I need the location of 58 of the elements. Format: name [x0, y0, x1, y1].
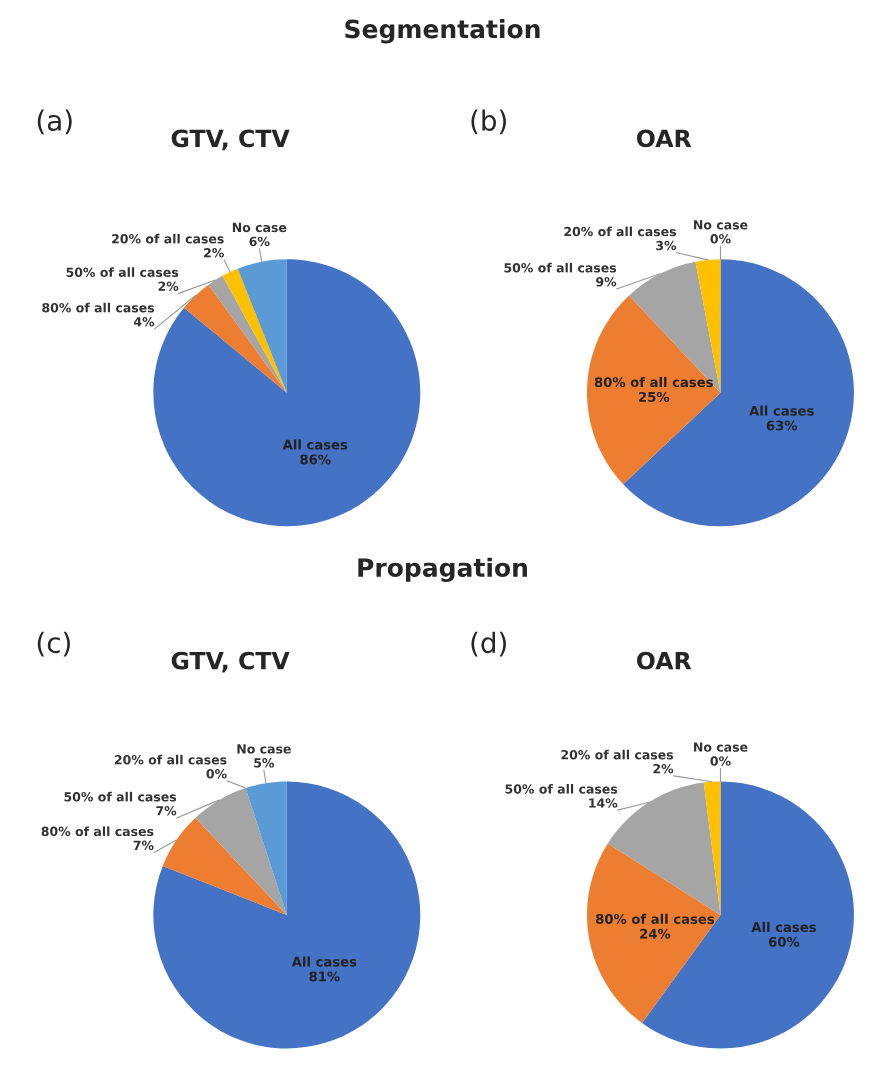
chart-title: GTV, CTV	[171, 651, 290, 673]
data-label: 81%	[309, 971, 340, 982]
data-label: 14%	[589, 798, 618, 808]
slice-label: All cases	[291, 956, 357, 967]
pie-slice	[587, 843, 721, 1023]
data-label: 24%	[640, 928, 671, 939]
slice-label: All cases	[282, 439, 348, 450]
data-label: 5%	[254, 758, 275, 768]
data-label: 2%	[653, 763, 674, 774]
chart-title: OAR	[636, 651, 692, 670]
pie-slice	[222, 268, 287, 393]
text: (b)	[471, 109, 506, 135]
slice-label: 50% of all cases	[505, 784, 618, 794]
slice-label: 80% of all cases	[594, 376, 713, 388]
data-label: 6%	[249, 236, 270, 247]
data-label: 2%	[204, 248, 224, 258]
data-label: 3%	[656, 240, 677, 251]
slice-label: 50% of all cases	[64, 791, 177, 802]
data-label: 9%	[596, 277, 617, 287]
data-label: 25%	[639, 391, 670, 402]
pie-slice	[237, 259, 287, 393]
text: Propagation	[358, 557, 527, 583]
slice-label: 50% of all cases	[66, 267, 179, 277]
slice-label: All cases	[751, 921, 816, 933]
text: 0%	[710, 756, 731, 766]
slice-label: 20% of all cases	[561, 749, 674, 760]
text: (d)	[471, 631, 506, 657]
text: 0%	[710, 234, 731, 244]
text: (c)	[37, 631, 70, 657]
slice-label: 50% of all cases	[504, 262, 617, 273]
slice-label: All cases	[749, 405, 814, 416]
slice-label: No case	[232, 222, 287, 233]
slice-label: 80% of all cases	[42, 302, 155, 313]
data-label: 7%	[156, 806, 177, 816]
pie-slice	[183, 284, 287, 393]
data-label: 4%	[133, 316, 155, 327]
data-label: 7%	[133, 840, 154, 851]
chart-title: OAR	[636, 129, 692, 148]
data-label: 60%	[768, 936, 800, 947]
data-label: 2%	[158, 281, 179, 291]
category-label: No case	[694, 742, 748, 752]
pie-slice	[587, 295, 721, 485]
data-label: 63%	[766, 420, 798, 431]
category-label: 20% of all cases	[114, 754, 227, 765]
category-label: No case	[694, 220, 748, 230]
text: (a)	[37, 109, 72, 135]
slice-label: 80% of all cases	[41, 826, 154, 837]
data-label: 86%	[300, 454, 331, 465]
pie-slice	[245, 781, 287, 916]
slice-label: No case	[237, 744, 291, 754]
slice-label: 20% of all cases	[564, 226, 676, 237]
slice-label: 80% of all cases	[595, 913, 715, 924]
chart-title: GTV, CTV	[171, 129, 290, 151]
slice-label: 20% of all cases	[112, 233, 224, 244]
text: 0%	[206, 769, 227, 779]
pie-slice	[162, 817, 287, 916]
text: Segmentation	[345, 19, 540, 44]
pie-slice	[623, 259, 854, 527]
